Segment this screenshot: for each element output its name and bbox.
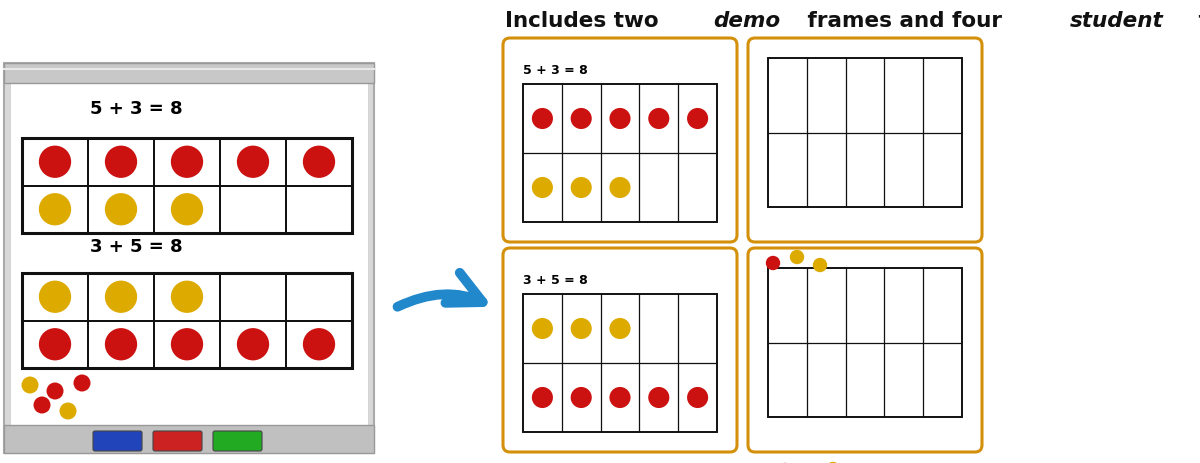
Circle shape (170, 145, 203, 178)
Bar (10, 83, 368, 425)
Circle shape (790, 250, 804, 264)
Circle shape (688, 108, 708, 129)
Bar (523, 294, 718, 432)
Circle shape (571, 318, 592, 339)
Text: 3 + 5 = 8: 3 + 5 = 8 (523, 274, 588, 287)
Circle shape (60, 402, 77, 419)
Text: frames and four: frames and four (799, 11, 1009, 31)
Text: student: student (1070, 11, 1164, 31)
Circle shape (47, 382, 64, 400)
Text: 5 + 3 = 8: 5 + 3 = 8 (90, 100, 182, 118)
Circle shape (38, 193, 71, 225)
Circle shape (73, 375, 90, 392)
Text: frames!: frames! (1190, 11, 1200, 31)
Circle shape (38, 328, 71, 360)
Circle shape (170, 281, 203, 313)
Text: demo: demo (713, 11, 780, 31)
FancyBboxPatch shape (503, 38, 737, 242)
Circle shape (104, 281, 137, 313)
Circle shape (648, 108, 670, 129)
Circle shape (302, 328, 335, 360)
FancyBboxPatch shape (94, 431, 142, 451)
Circle shape (532, 318, 553, 339)
Circle shape (170, 328, 203, 360)
Circle shape (571, 387, 592, 408)
Circle shape (104, 328, 137, 360)
Circle shape (170, 193, 203, 225)
Bar (768, 268, 962, 417)
Circle shape (648, 387, 670, 408)
Circle shape (38, 281, 71, 313)
Circle shape (610, 318, 630, 339)
Circle shape (571, 108, 592, 129)
FancyBboxPatch shape (214, 431, 262, 451)
Circle shape (610, 177, 630, 198)
Circle shape (236, 145, 269, 178)
Bar (4, 63, 374, 453)
Circle shape (571, 177, 592, 198)
Circle shape (610, 387, 630, 408)
Bar (22, 273, 352, 368)
Circle shape (34, 396, 50, 413)
FancyArrowPatch shape (397, 273, 482, 307)
Circle shape (104, 145, 137, 178)
FancyBboxPatch shape (748, 248, 982, 452)
Bar (768, 58, 962, 207)
Circle shape (532, 387, 553, 408)
Bar (4, 63, 374, 83)
Circle shape (826, 462, 840, 463)
Text: 5 + 3 = 8: 5 + 3 = 8 (523, 64, 588, 77)
Circle shape (812, 258, 827, 272)
Text: 3 + 5 = 8: 3 + 5 = 8 (90, 238, 182, 256)
Circle shape (22, 376, 38, 394)
FancyBboxPatch shape (748, 38, 982, 242)
Bar (523, 84, 718, 222)
Text: Includes two: Includes two (505, 11, 666, 31)
Bar (22, 138, 352, 233)
Circle shape (610, 108, 630, 129)
Circle shape (302, 145, 335, 178)
Circle shape (688, 387, 708, 408)
Circle shape (532, 108, 553, 129)
Circle shape (38, 145, 71, 178)
Circle shape (236, 328, 269, 360)
Circle shape (766, 256, 780, 270)
Circle shape (104, 193, 137, 225)
Circle shape (532, 177, 553, 198)
Bar (4, 425, 374, 453)
FancyBboxPatch shape (503, 248, 737, 452)
FancyBboxPatch shape (154, 431, 202, 451)
